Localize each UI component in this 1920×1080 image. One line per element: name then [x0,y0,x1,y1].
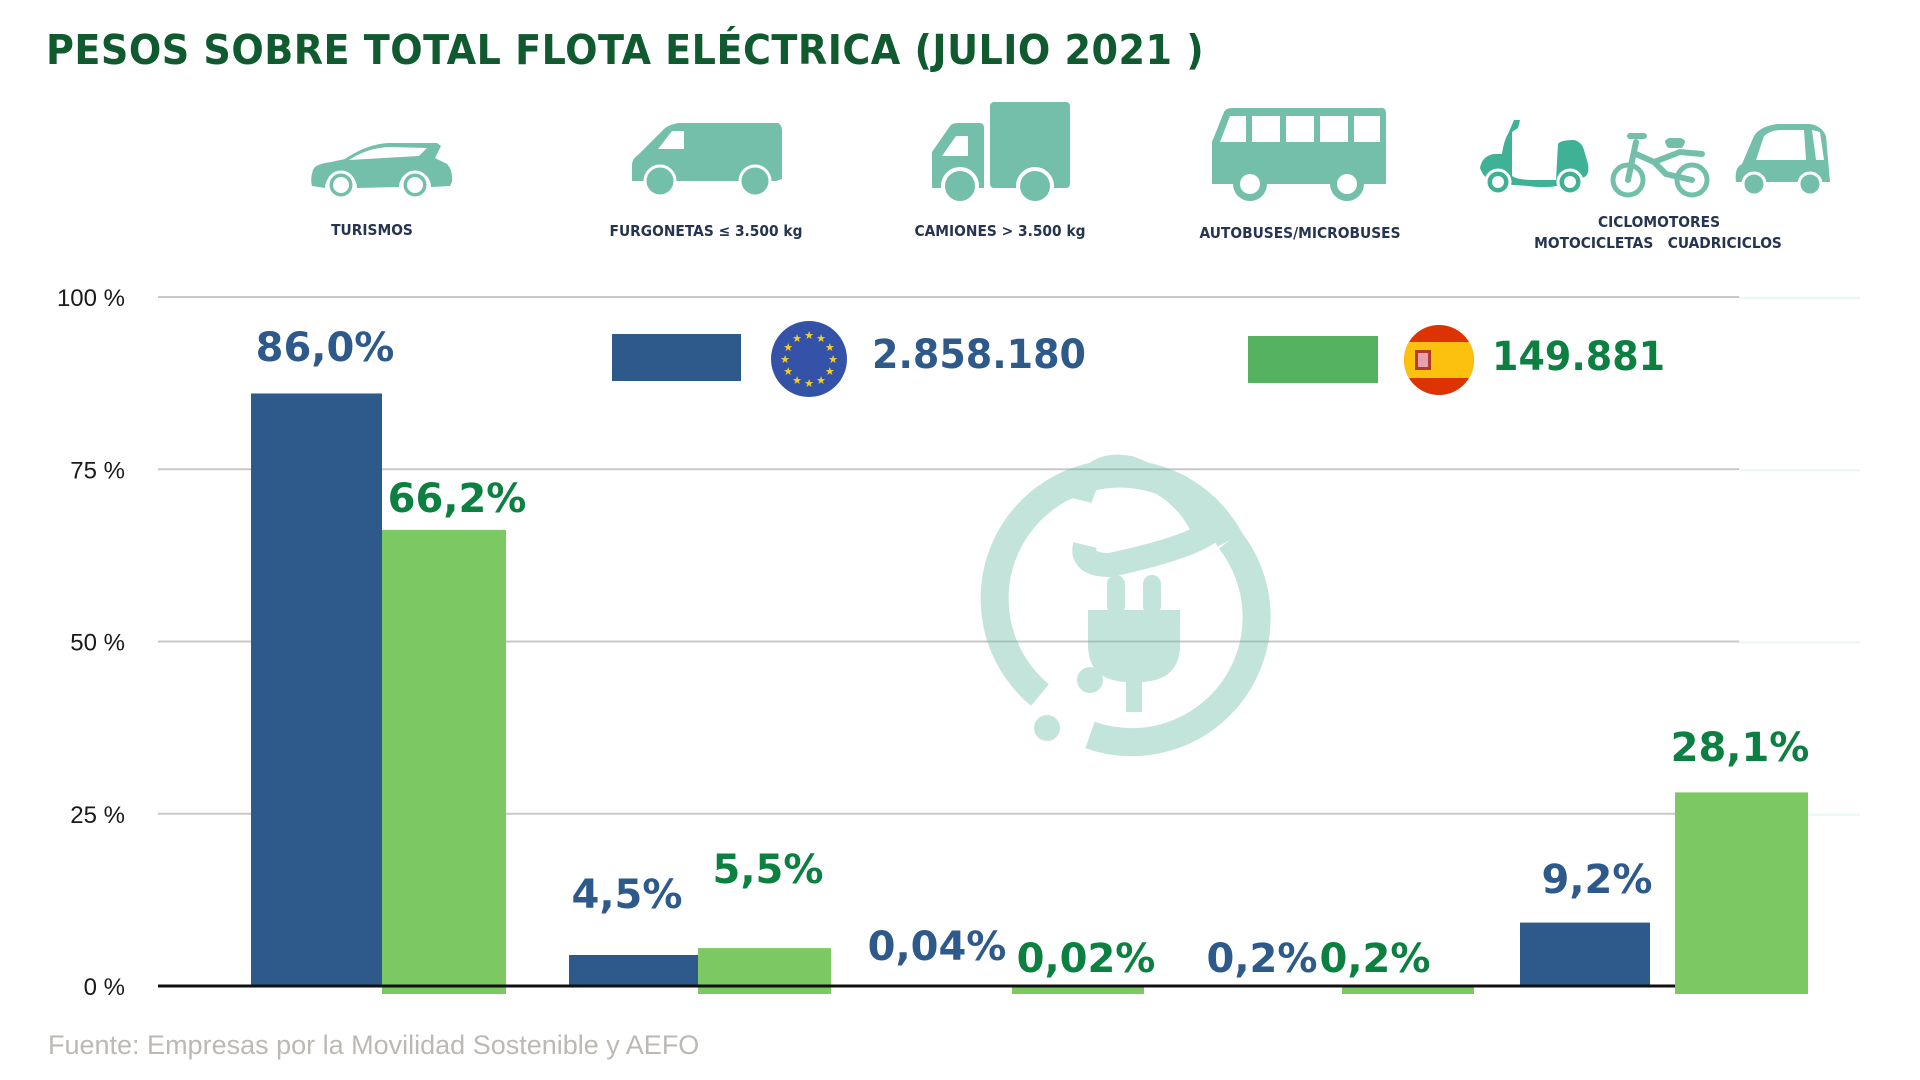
bus-icon [1212,108,1386,201]
bar-spain-2 [1012,985,1144,994]
eu-flag-icon: ★ ★★★★★★★★★★★ [771,321,847,397]
van-icon [632,123,782,197]
moped-icon [1610,133,1710,198]
spain-flag-icon [1404,325,1474,395]
chart-title: PESOS SOBRE TOTAL FLOTA ELÉCTRICA (JULIO… [46,26,1205,74]
bar-eu-0 [251,393,382,987]
value-label-spain-1: 5,5% [713,847,824,893]
legend-total-spain: 149.881 [1492,334,1666,380]
value-label-spain-0: 66,2% [388,476,527,522]
y-tick-label: 100 % [57,285,125,312]
value-label-eu-4: 9,2% [1542,857,1653,903]
eu-star: ★ [792,374,802,387]
eu-star: ★ [825,341,835,354]
value-label-spain-4: 28,1% [1671,725,1810,771]
bar-eu-4 [1520,922,1650,986]
y-tick-label: 25 % [70,802,125,829]
category-label-camiones: CAMIONES > 3.500 kg [914,222,1086,240]
value-label-eu-2: 0,04% [868,924,1007,970]
y-tick-label: 75 % [70,457,125,484]
value-labels: 86,0% 4,5% 0,04% 0,2% 9,2% 66,2% 5,5% 0,02% 0,2%… [256,325,1810,982]
bar-spain-3 [1342,984,1474,994]
value-label-eu-1: 4,5% [572,872,683,918]
bar-spain-4 [1675,792,1808,994]
eu-star: ★ [804,329,814,342]
eu-star: ★ [792,332,802,345]
category-label-motocicletas-cuadriciclos: MOTOCICLETAS CUADRICICLOS [1534,234,1782,252]
value-label-spain-3: 0,2% [1320,936,1431,982]
eu-star: ★ [780,353,790,366]
category-label-ciclomotores: CICLOMOTORES [1597,213,1721,231]
bar-eu-1 [569,954,698,986]
legend-swatch-spain [1248,336,1378,383]
microcar-icon [1735,124,1830,196]
category-label-turismos: TURISMOS [331,221,413,239]
eu-star: ★ [816,332,826,345]
value-label-eu-0: 86,0% [256,325,395,371]
bar-spain-0 [382,529,506,994]
value-label-eu-3: 0,2% [1207,936,1318,982]
y-tick-label: 50 % [70,630,125,657]
eu-star: ★ [816,374,826,387]
eu-star: ★ [828,353,838,366]
source-note: Fuente: Empresas por la Movilidad Sosten… [48,1030,700,1060]
scooter-icon [1480,120,1589,196]
eu-star: ★ [783,365,793,378]
category-label-furgonetas: FURGONETAS ≤ 3.500 kg [609,222,803,240]
car-icon [311,143,453,200]
value-label-spain-2: 0,02% [1017,936,1156,982]
eu-star: ★ [825,365,835,378]
legend-swatch-eu [612,334,741,381]
legend-total-eu: 2.858.180 [872,332,1086,378]
eu-star: ★ [804,377,814,390]
category-label-autobuses: AUTOBUSES/MICROBUSES [1199,224,1401,242]
y-tick-label: 0 % [84,974,125,1001]
truck-icon [932,102,1070,204]
eu-star: ★ [783,341,793,354]
plug-logo-watermark [980,454,1271,757]
